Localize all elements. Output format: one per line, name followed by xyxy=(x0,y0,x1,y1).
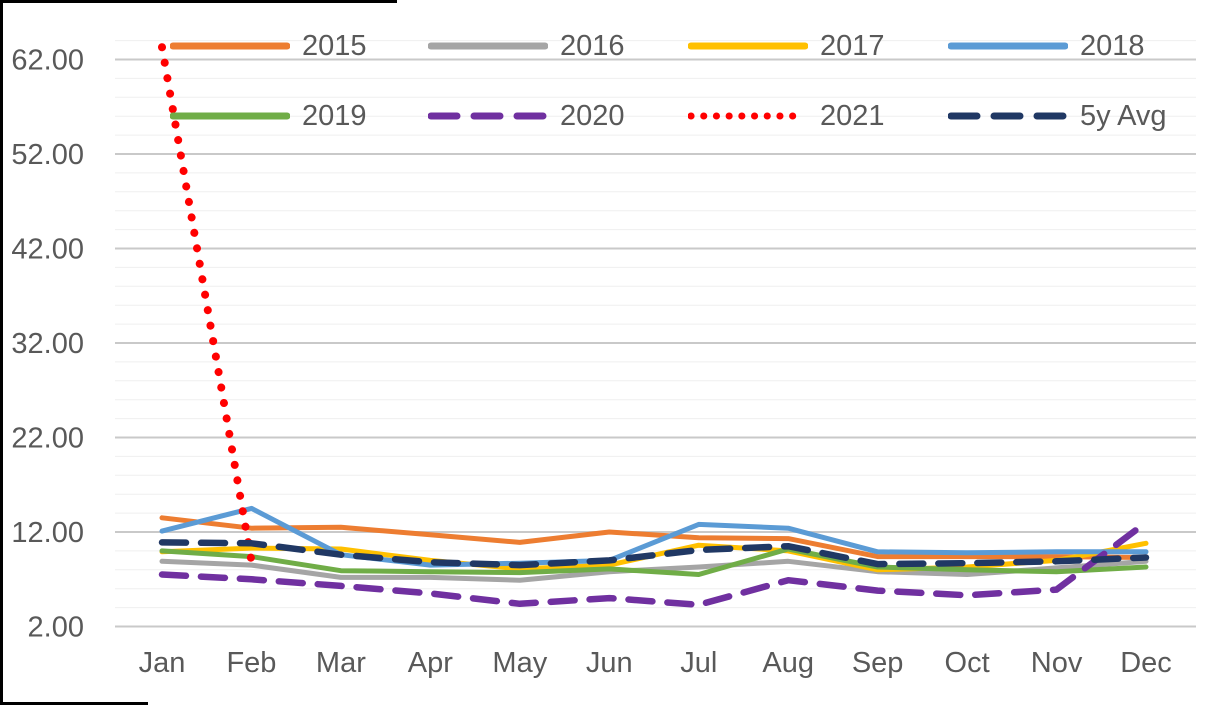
x-axis-tick-Aug: Aug xyxy=(762,647,814,679)
legend-label-2021: 2021 xyxy=(820,99,885,132)
legend-item-2016: 2016 xyxy=(428,30,625,62)
x-axis-tick-Mar: Mar xyxy=(316,647,366,679)
legend-item-2019: 2019 xyxy=(170,100,367,132)
frame-top-border xyxy=(0,0,397,3)
legend-label-2019: 2019 xyxy=(302,99,367,132)
y-axis-tick-12.00: 12.00 xyxy=(11,517,84,549)
legend-label-2015: 2015 xyxy=(302,29,367,62)
x-axis-tick-Jul: Jul xyxy=(680,647,717,679)
legend-label-2020: 2020 xyxy=(560,99,625,132)
x-axis-tick-May: May xyxy=(492,647,547,679)
y-axis-tick-62.00: 62.00 xyxy=(11,45,84,77)
legend-label-5y-avg: 5y Avg xyxy=(1080,99,1167,132)
y-axis-tick-2.00: 2.00 xyxy=(28,612,84,644)
legend-swatch-2015 xyxy=(170,42,290,50)
x-axis-tick-Oct: Oct xyxy=(945,647,990,679)
legend-item-5y-avg: 5y Avg xyxy=(948,100,1167,132)
legend-item-2015: 2015 xyxy=(170,30,367,62)
legend-swatch-2016 xyxy=(428,42,548,50)
y-axis-tick-52.00: 52.00 xyxy=(11,139,84,171)
legend-swatch-2019 xyxy=(170,112,290,120)
legend-swatch-2020 xyxy=(428,112,548,120)
y-axis-tick-32.00: 32.00 xyxy=(11,328,84,360)
frame-bottom-border xyxy=(0,702,148,705)
frame-left-border xyxy=(0,0,3,705)
y-axis-tick-22.00: 22.00 xyxy=(11,423,84,455)
series-line-2018 xyxy=(159,505,1149,568)
x-axis-tick-Jan: Jan xyxy=(139,647,186,679)
series-line-5y-avg xyxy=(158,539,1150,569)
y-axis-tick-42.00: 42.00 xyxy=(11,234,84,266)
chart-legend: 2015 2016 2017 2018 2019 2020 2021 5y Avg xyxy=(0,0,1205,150)
x-axis-tick-Nov: Nov xyxy=(1031,647,1083,679)
legend-item-2017: 2017 xyxy=(688,30,885,62)
legend-item-2020: 2020 xyxy=(428,100,625,132)
legend-swatch-2021 xyxy=(688,112,808,120)
legend-item-2018: 2018 xyxy=(948,30,1145,62)
legend-item-2021: 2021 xyxy=(688,100,885,132)
legend-swatch-5y-avg xyxy=(948,112,1068,120)
legend-label-2016: 2016 xyxy=(560,29,625,62)
x-axis-tick-Feb: Feb xyxy=(226,647,276,679)
x-axis-tick-Dec: Dec xyxy=(1120,647,1172,679)
series-line-2020 xyxy=(158,519,1150,609)
series-line-2019 xyxy=(159,546,1149,577)
x-axis-tick-Sep: Sep xyxy=(852,647,904,679)
x-axis-tick-Apr: Apr xyxy=(408,647,453,679)
legend-swatch-2017 xyxy=(688,42,808,50)
series-line-2015 xyxy=(159,515,1149,560)
legend-label-2017: 2017 xyxy=(820,29,885,62)
x-axis-tick-Jun: Jun xyxy=(586,647,633,679)
legend-label-2018: 2018 xyxy=(1080,29,1145,62)
legend-swatch-2018 xyxy=(948,42,1068,50)
